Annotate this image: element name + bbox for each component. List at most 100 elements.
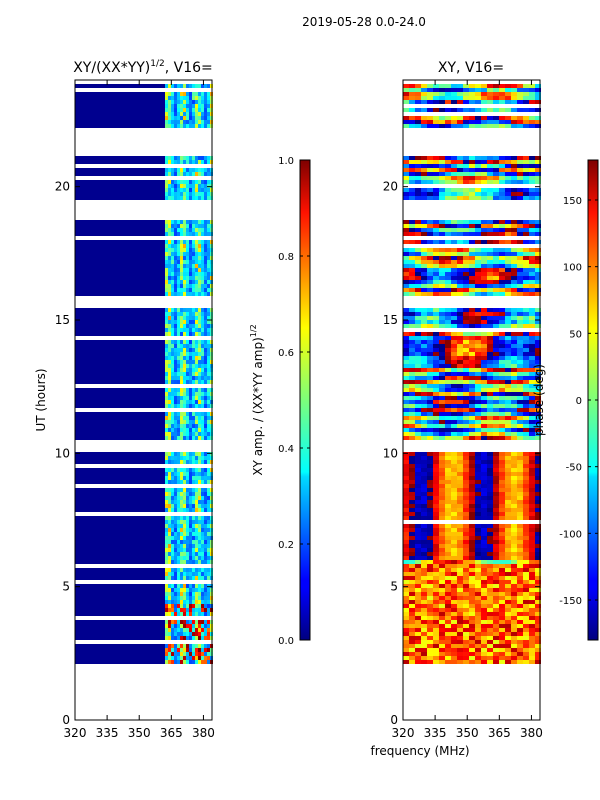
heatmap-cell	[427, 536, 433, 540]
heatmap-cell	[415, 396, 421, 400]
heatmap-cell	[427, 516, 433, 520]
heatmap-cell	[445, 324, 451, 328]
heatmap-cell	[445, 220, 451, 224]
heatmap-cell	[165, 456, 168, 460]
heatmap-cell	[403, 480, 409, 484]
heatmap-cell	[177, 588, 180, 592]
heatmap-cell	[171, 224, 174, 228]
heatmap-cell	[457, 548, 463, 552]
heatmap-cell	[180, 268, 183, 272]
heatmap-cell	[403, 544, 409, 548]
heatmap-cell	[433, 420, 439, 424]
heatmap-cell	[451, 636, 457, 640]
heatmap-cell	[198, 356, 201, 360]
heatmap-cell	[174, 456, 177, 460]
heatmap-cell	[204, 508, 207, 512]
heatmap-cell	[201, 608, 204, 612]
heatmap-cell	[198, 636, 201, 640]
heatmap-cell	[451, 528, 457, 532]
heatmap-cell	[493, 324, 499, 328]
heatmap-cell	[171, 108, 174, 112]
heatmap-cell	[439, 340, 445, 344]
heatmap-cell	[529, 456, 535, 460]
heatmap-cell	[499, 468, 505, 472]
heatmap-cell	[409, 372, 415, 376]
heatmap-cell	[445, 552, 451, 556]
heatmap-cell	[451, 484, 457, 488]
heatmap-cell	[192, 332, 195, 336]
heatmap-cell	[177, 268, 180, 272]
heatmap-cell	[189, 324, 192, 328]
heatmap-cell	[403, 248, 409, 252]
heatmap-cell	[487, 428, 493, 432]
heatmap-cell	[415, 388, 421, 392]
heatmap-cell	[186, 288, 189, 292]
heatmap-cell	[445, 408, 451, 412]
heatmap-cell	[505, 164, 511, 168]
heatmap-cell	[481, 276, 487, 280]
heatmap-cell	[195, 420, 198, 424]
heatmap-cell	[168, 288, 171, 292]
heatmap-cell	[493, 632, 499, 636]
heatmap-cell	[523, 488, 529, 492]
heatmap-cell	[487, 604, 493, 608]
heatmap-cell	[529, 404, 535, 408]
heatmap-cell	[198, 604, 201, 608]
heatmap-cell	[451, 168, 457, 172]
heatmap-cell	[451, 384, 457, 388]
heatmap-cell	[192, 396, 195, 400]
heatmap-cell	[180, 248, 183, 252]
heatmap-cell	[192, 584, 195, 588]
heatmap-cell	[433, 96, 439, 100]
heatmap-cell	[198, 292, 201, 296]
heatmap-cell	[517, 616, 523, 620]
heatmap-cell	[487, 612, 493, 616]
heatmap-cell	[171, 232, 174, 236]
heatmap-cell	[529, 552, 535, 556]
heatmap-cell	[523, 220, 529, 224]
heatmap-cell	[195, 268, 198, 272]
heatmap-cell	[180, 348, 183, 352]
heatmap-cell	[529, 308, 535, 312]
heatmap-cell	[171, 420, 174, 424]
heatmap-cell	[180, 312, 183, 316]
heatmap-cell	[186, 524, 189, 528]
heatmap-cell	[475, 352, 481, 356]
heatmap-cell	[523, 500, 529, 504]
heatmap-cell	[445, 260, 451, 264]
heatmap-cell	[535, 316, 541, 320]
heatmap-row	[75, 260, 212, 264]
heatmap-cell	[204, 284, 207, 288]
heatmap-cell	[427, 652, 433, 656]
heatmap-cell	[451, 552, 457, 556]
heatmap-cell	[195, 468, 198, 472]
heatmap-cell	[511, 512, 517, 516]
heatmap-cell	[505, 276, 511, 280]
heatmap-cell	[487, 228, 493, 232]
heatmap-cell	[409, 548, 415, 552]
x-tick-label: 320	[392, 726, 415, 740]
heatmap-cell	[523, 284, 529, 288]
heatmap-cell	[177, 124, 180, 128]
heatmap-cell	[481, 652, 487, 656]
heatmap-cell	[445, 592, 451, 596]
heatmap-cell	[475, 120, 481, 124]
heatmap-cell	[529, 368, 535, 372]
heatmap-cell	[529, 600, 535, 604]
heatmap-cell	[463, 404, 469, 408]
heatmap-cell	[174, 220, 177, 224]
heatmap-cell	[499, 84, 505, 88]
heatmap-cell	[198, 476, 201, 480]
heatmap-cell	[529, 360, 535, 364]
heatmap-cell	[487, 492, 493, 496]
heatmap-cell	[201, 356, 204, 360]
heatmap-cell	[517, 536, 523, 540]
heatmap-cell	[180, 472, 183, 476]
heatmap-cell	[174, 520, 177, 524]
heatmap-cell	[207, 292, 210, 296]
heatmap-cell	[439, 588, 445, 592]
heatmap-cell	[487, 564, 493, 568]
heatmap-cell	[409, 124, 415, 128]
heatmap-cell	[427, 388, 433, 392]
